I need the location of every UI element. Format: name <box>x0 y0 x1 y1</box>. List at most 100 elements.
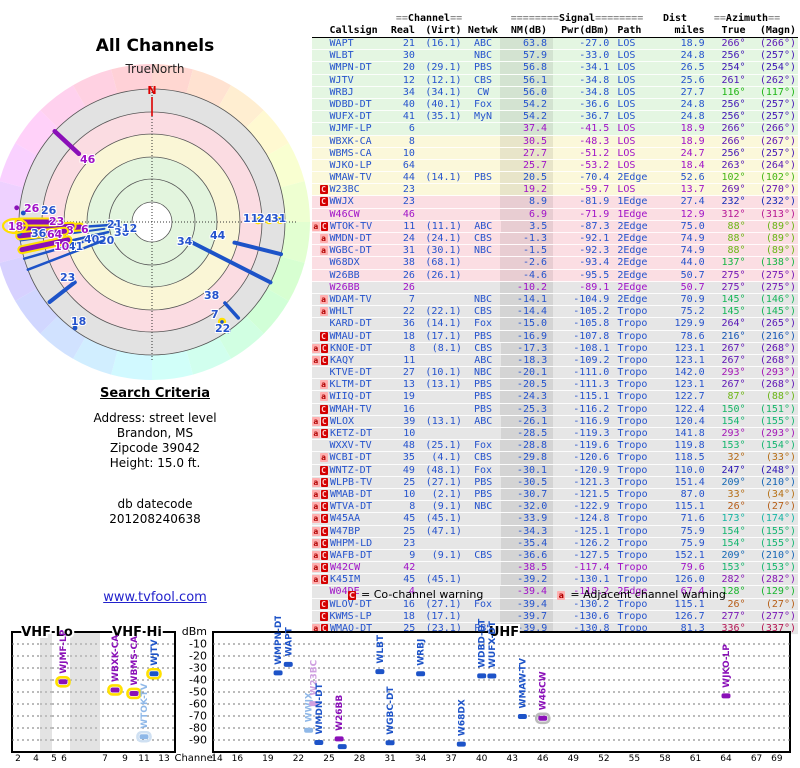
azimuth-true-cell: 282° <box>721 574 746 586</box>
real-channel-cell: 25 <box>403 623 416 634</box>
power-cell: -33.0 <box>579 50 610 62</box>
azimuth-true-cell: 256° <box>721 98 746 110</box>
azimuth-magn-cell: (153°) <box>759 562 797 574</box>
azimuth-magn-cell: (174°) <box>759 513 797 525</box>
noise-margin-cell: -33.9 <box>500 513 554 525</box>
co-channel-warning-icon: C <box>319 331 328 341</box>
power-cell: -36.6 <box>579 98 610 110</box>
table-row: C WNTZ-DT 49 (48.1) Fox -30.1 -120.9 Tro… <box>312 464 798 477</box>
power-cell: -36.7 <box>579 111 610 123</box>
search-criteria: Search Criteria Address: street level Br… <box>40 386 270 527</box>
adjacent-channel-warning-icon: a <box>312 416 320 426</box>
virtual-channel-cell: (68.1) <box>425 257 462 269</box>
callsign-cell: WMDN-DT <box>329 233 372 244</box>
azimuth-magn-cell: (257°) <box>759 111 796 123</box>
real-channel-cell: 10 <box>402 147 415 159</box>
path-cell: Tropo <box>617 306 648 318</box>
virtual-channel-cell: (13.1) <box>425 379 462 391</box>
network-cell: CBS <box>473 74 493 86</box>
path-cell: Tropo <box>617 562 648 574</box>
callsign-cell: WLBT <box>329 50 354 62</box>
callsign-cell: W04DE <box>329 586 360 598</box>
table-row: C W23BC 23 19.2 -59.7 LOS 13.7 269° (270… <box>312 184 798 197</box>
real-channel-cell: 36 <box>402 318 415 330</box>
azimuth-true-cell: 154° <box>721 537 746 549</box>
distance-cell: 74.9 <box>680 233 705 244</box>
azimuth-true-cell: 128° <box>721 586 746 598</box>
azimuth-magn-cell: (34°) <box>765 488 797 500</box>
path-cell: LOS <box>617 62 636 74</box>
channel-label: 24 <box>257 212 273 225</box>
path-cell: Tropo <box>617 452 648 464</box>
noise-margin-cell: -14.4 <box>500 306 554 318</box>
callsign-cell: W68DX <box>329 257 360 269</box>
table-row: a WDAM-TV 7 NBC -14.1 -104.9 2Edge 70.9 … <box>312 293 798 307</box>
station-marker <box>72 325 78 331</box>
distance-cell: 129.9 <box>674 318 705 330</box>
real-channel-cell: 16 <box>402 403 415 415</box>
path-cell: Tropo <box>617 318 648 330</box>
distance-cell: 26.5 <box>680 62 705 74</box>
co-channel-warning-icon: C <box>319 404 328 414</box>
path-cell: 1Edge <box>617 208 648 220</box>
path-cell: 2Edge <box>617 257 648 269</box>
real-channel-cell: 11 <box>403 354 416 366</box>
noise-margin-cell: -20.1 <box>500 367 554 379</box>
real-channel-cell: 45 <box>403 513 416 525</box>
azimuth-magn-cell: (33°) <box>765 452 796 464</box>
distance-cell: 122.7 <box>674 391 705 403</box>
channel-tick: 16 <box>232 754 244 764</box>
table-row: a KLTM-DT 13 (13.1) PBS -20.5 -111.3 Tro… <box>312 379 798 392</box>
channel-label: 23 <box>60 271 75 284</box>
adjacent-channel-warning-icon: a <box>312 343 320 353</box>
noise-margin-cell: 8.9 <box>500 196 554 208</box>
real-channel-cell: 8 <box>409 342 416 354</box>
callsign-cell: WUFX-DT <box>329 111 372 123</box>
azimuth-magn-cell: (210°) <box>759 549 797 561</box>
station-callsign-label: WBMS-CA <box>130 636 140 686</box>
azimuth-true-cell: 154° <box>721 525 746 537</box>
vhf-lo-label: VHF Lo <box>21 625 73 640</box>
channel-label: 26 <box>24 202 40 215</box>
network-cell: PBS <box>473 172 493 184</box>
network-cell <box>466 196 501 207</box>
callsign-cell: WDBD-DT <box>329 98 372 110</box>
real-channel-cell: 41 <box>402 111 415 123</box>
callsign-cell: W42CW <box>330 562 361 574</box>
power-cell: -121.5 <box>573 488 610 500</box>
station-marker <box>22 234 106 260</box>
azimuth-true-cell: 293° <box>721 428 746 439</box>
station-callsign-label: WMPN-DT <box>274 616 284 665</box>
distance-cell: 123.1 <box>674 354 705 366</box>
noise-margin-cell: -36.6 <box>500 549 554 562</box>
azimuth-magn-cell: (102°) <box>759 172 796 184</box>
path-cell: Tropo <box>617 525 648 537</box>
station-marker <box>139 734 149 740</box>
azimuth-magn-cell: (266°) <box>759 123 796 135</box>
power-cell: -51.2 <box>579 147 610 159</box>
power-cell: -121.3 <box>573 476 610 488</box>
noise-margin-cell: 25.7 <box>500 159 554 172</box>
search-height: Height: 15.0 ft. <box>109 456 201 470</box>
tvfool-link[interactable]: www.tvfool.com <box>103 590 207 605</box>
table-row: WMPN-DT 20 (29.1) PBS 56.8 -34.1 LOS 26.… <box>312 62 798 75</box>
table-row: W04DE 4 -39.4 -118.2 2Edge 67.4 128° (12… <box>312 586 798 599</box>
distance-cell: 118.5 <box>674 452 705 464</box>
virtual-channel-cell <box>415 294 466 305</box>
real-channel-cell: 44 <box>402 172 415 184</box>
azimuth-true-cell: 154° <box>721 415 746 427</box>
co-channel-warning-icon: C <box>320 502 328 512</box>
azimuth-true-cell: 26° <box>727 598 746 610</box>
channel-tick: 6 <box>61 754 67 764</box>
channel-label: 12 <box>122 222 137 235</box>
co-channel-warning-icon: C <box>320 355 328 365</box>
channel-tick: 28 <box>354 754 366 764</box>
noise-margin-cell: -39.4 <box>500 598 554 610</box>
virtual-channel-cell: (13.1) <box>425 415 462 427</box>
power-cell: -53.2 <box>579 159 610 171</box>
azimuth-true-cell: 264° <box>721 318 746 330</box>
channel-label: 31 <box>271 212 286 225</box>
